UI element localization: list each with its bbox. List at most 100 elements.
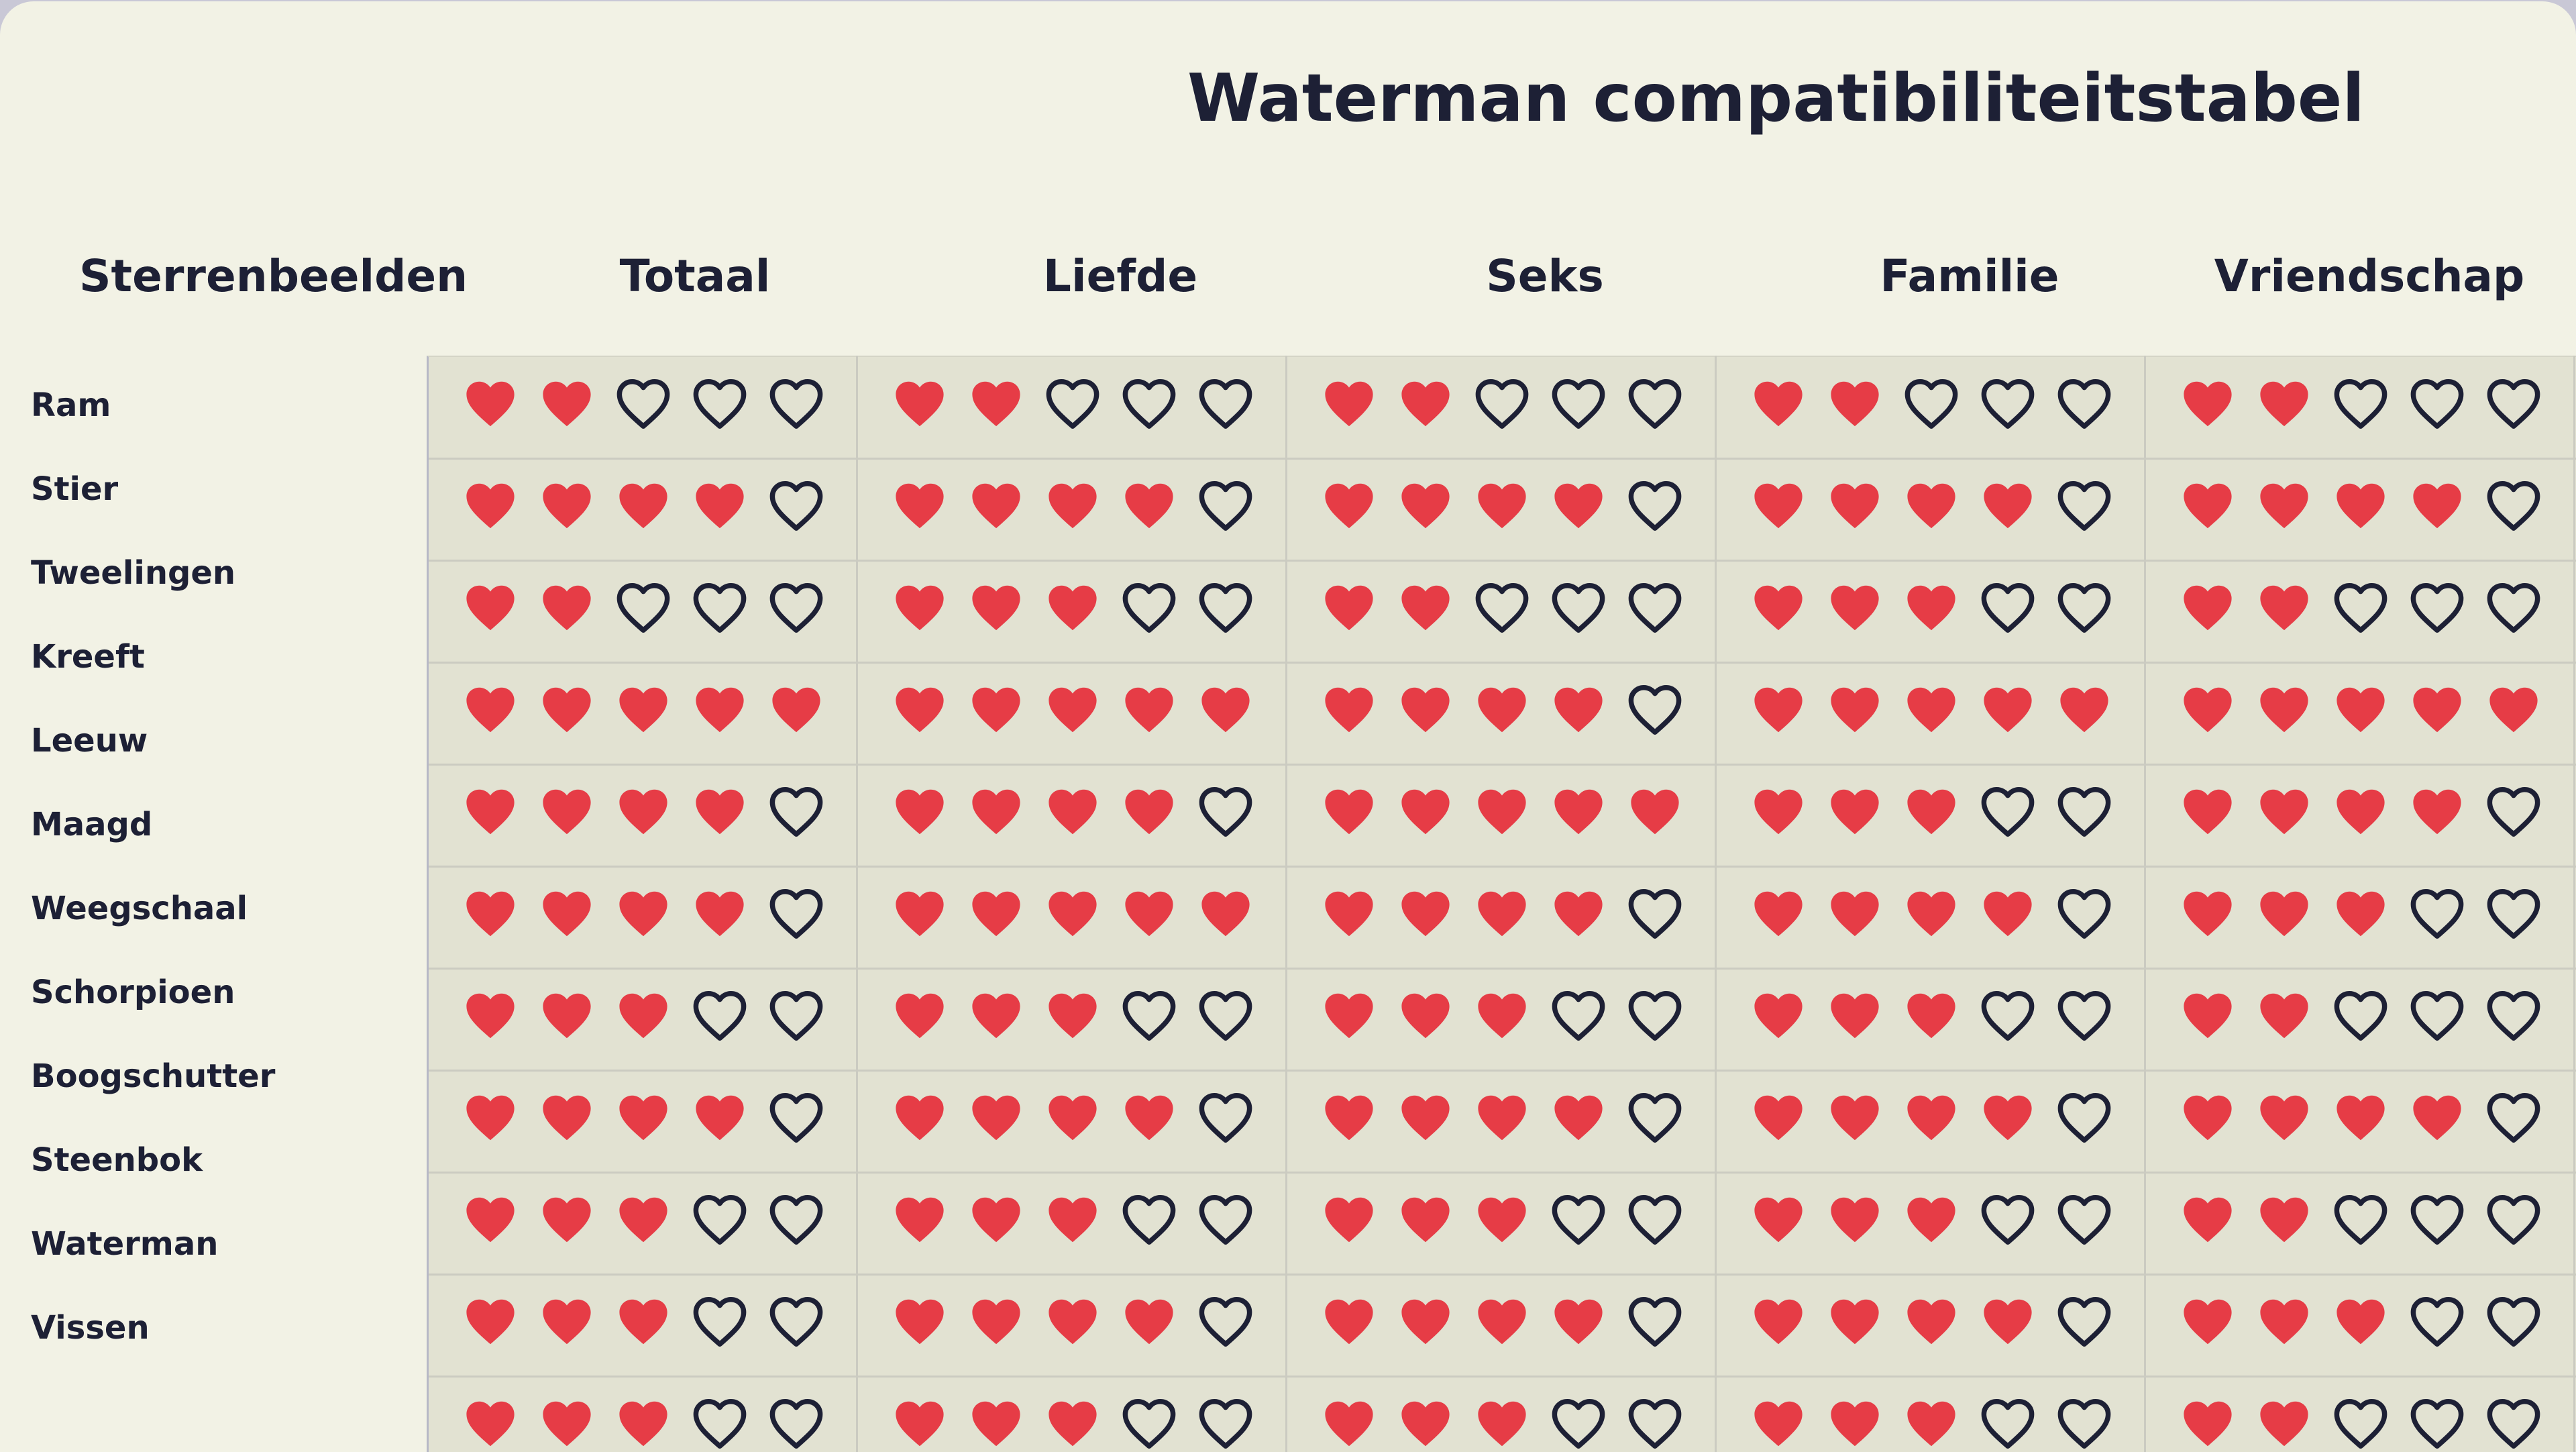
rating-cell-love [858,764,1287,866]
column-header-sex: Seks [1486,250,1604,302]
rating-row [429,458,2576,562]
heart-filled-icon [462,989,519,1041]
heart-filled-icon [1903,581,1960,633]
heart-outline-icon [2056,989,2112,1041]
heart-outline-icon [768,989,824,1041]
rating-cell-total [429,458,858,560]
heart-outline-icon [692,989,748,1041]
rating-cell-friendship [2146,866,2575,968]
heart-outline-icon [2485,887,2542,939]
heart-filled-icon [1397,887,1454,939]
heart-filled-icon [1397,1397,1454,1449]
heart-outline-icon [1197,479,1254,531]
rating-cell-love [858,662,1287,764]
rating-cell-family [1717,1376,2146,1452]
heart-outline-icon [1550,1397,1607,1449]
heart-outline-icon [2332,377,2389,429]
heart-filled-icon [1397,989,1454,1041]
heart-filled-icon [2180,1091,2236,1143]
heart-outline-icon [1627,1193,1683,1245]
rating-cell-love [858,968,1287,1070]
heart-filled-icon [1750,377,1807,429]
rating-row [429,356,2576,460]
heart-filled-icon [968,1091,1024,1143]
heart-filled-icon [2180,1397,2236,1449]
heart-filled-icon [1321,1091,1377,1143]
heart-outline-icon [1627,989,1683,1041]
heart-filled-icon [1750,581,1807,633]
rating-cell-sex [1287,866,1717,968]
rating-cell-family [1717,458,2146,560]
heart-filled-icon [2409,683,2465,735]
rating-cell-family [1717,866,2146,968]
heart-outline-icon [2485,1091,2542,1143]
heart-filled-icon [1197,887,1254,939]
heart-filled-icon [2180,377,2236,429]
heart-outline-icon [2056,581,2112,633]
heart-filled-icon [462,581,519,633]
heart-outline-icon [768,1193,824,1245]
heart-outline-icon [1627,1397,1683,1449]
heart-filled-icon [2256,1295,2312,1347]
heart-filled-icon [1044,581,1101,633]
heart-filled-icon [892,785,948,837]
heart-filled-icon [1550,479,1607,531]
heart-outline-icon [1121,1397,1177,1449]
heart-outline-icon [1121,377,1177,429]
heart-outline-icon [1474,581,1530,633]
heart-filled-icon [2256,785,2312,837]
heart-outline-icon [2056,1295,2112,1347]
rating-row [429,662,2576,766]
heart-filled-icon [1474,887,1530,939]
heart-filled-icon [2180,581,2236,633]
heart-filled-icon [968,1193,1024,1245]
heart-filled-icon [462,1091,519,1143]
heart-filled-icon [1903,683,1960,735]
heart-filled-icon [1044,479,1101,531]
heart-filled-icon [2332,683,2389,735]
heart-filled-icon [1750,887,1807,939]
heart-filled-icon [2180,989,2236,1041]
heart-filled-icon [2256,1397,2312,1449]
heart-filled-icon [2256,683,2312,735]
heart-filled-icon [1121,683,1177,735]
rating-cell-love [858,356,1287,458]
heart-filled-icon [615,785,672,837]
heart-filled-icon [1474,989,1530,1041]
heart-filled-icon [1827,377,1883,429]
heart-filled-icon [2485,683,2542,735]
heart-outline-icon [1627,1091,1683,1143]
column-header-total: Totaal [619,250,771,302]
heart-filled-icon [1044,1193,1101,1245]
heart-filled-icon [1321,479,1377,531]
sign-label-boogschutter: Boogschutter [31,1057,276,1095]
heart-outline-icon [2056,887,2112,939]
rating-row [429,1376,2576,1452]
heart-outline-icon [1197,377,1254,429]
heart-outline-icon [1197,1091,1254,1143]
heart-filled-icon [692,1091,748,1143]
heart-filled-icon [1550,1091,1607,1143]
sign-label-maagd: Maagd [31,806,153,843]
heart-filled-icon [2180,887,2236,939]
compatibility-grid [427,356,2576,1452]
heart-outline-icon [768,581,824,633]
rating-cell-sex [1287,662,1717,764]
heart-filled-icon [2256,581,2312,633]
heart-filled-icon [615,1295,672,1347]
rating-cell-sex [1287,1274,1717,1376]
heart-filled-icon [2256,377,2312,429]
heart-filled-icon [1903,1295,1960,1347]
heart-filled-icon [539,1397,595,1449]
rating-cell-love [858,1274,1287,1376]
heart-filled-icon [615,989,672,1041]
rating-cell-total [429,356,858,458]
heart-filled-icon [2180,683,2236,735]
heart-filled-icon [1397,1193,1454,1245]
rating-cell-friendship [2146,1070,2575,1172]
heart-outline-icon [1121,1193,1177,1245]
heart-filled-icon [2332,887,2389,939]
heart-filled-icon [1750,785,1807,837]
heart-filled-icon [2409,479,2465,531]
rating-row [429,1274,2576,1378]
